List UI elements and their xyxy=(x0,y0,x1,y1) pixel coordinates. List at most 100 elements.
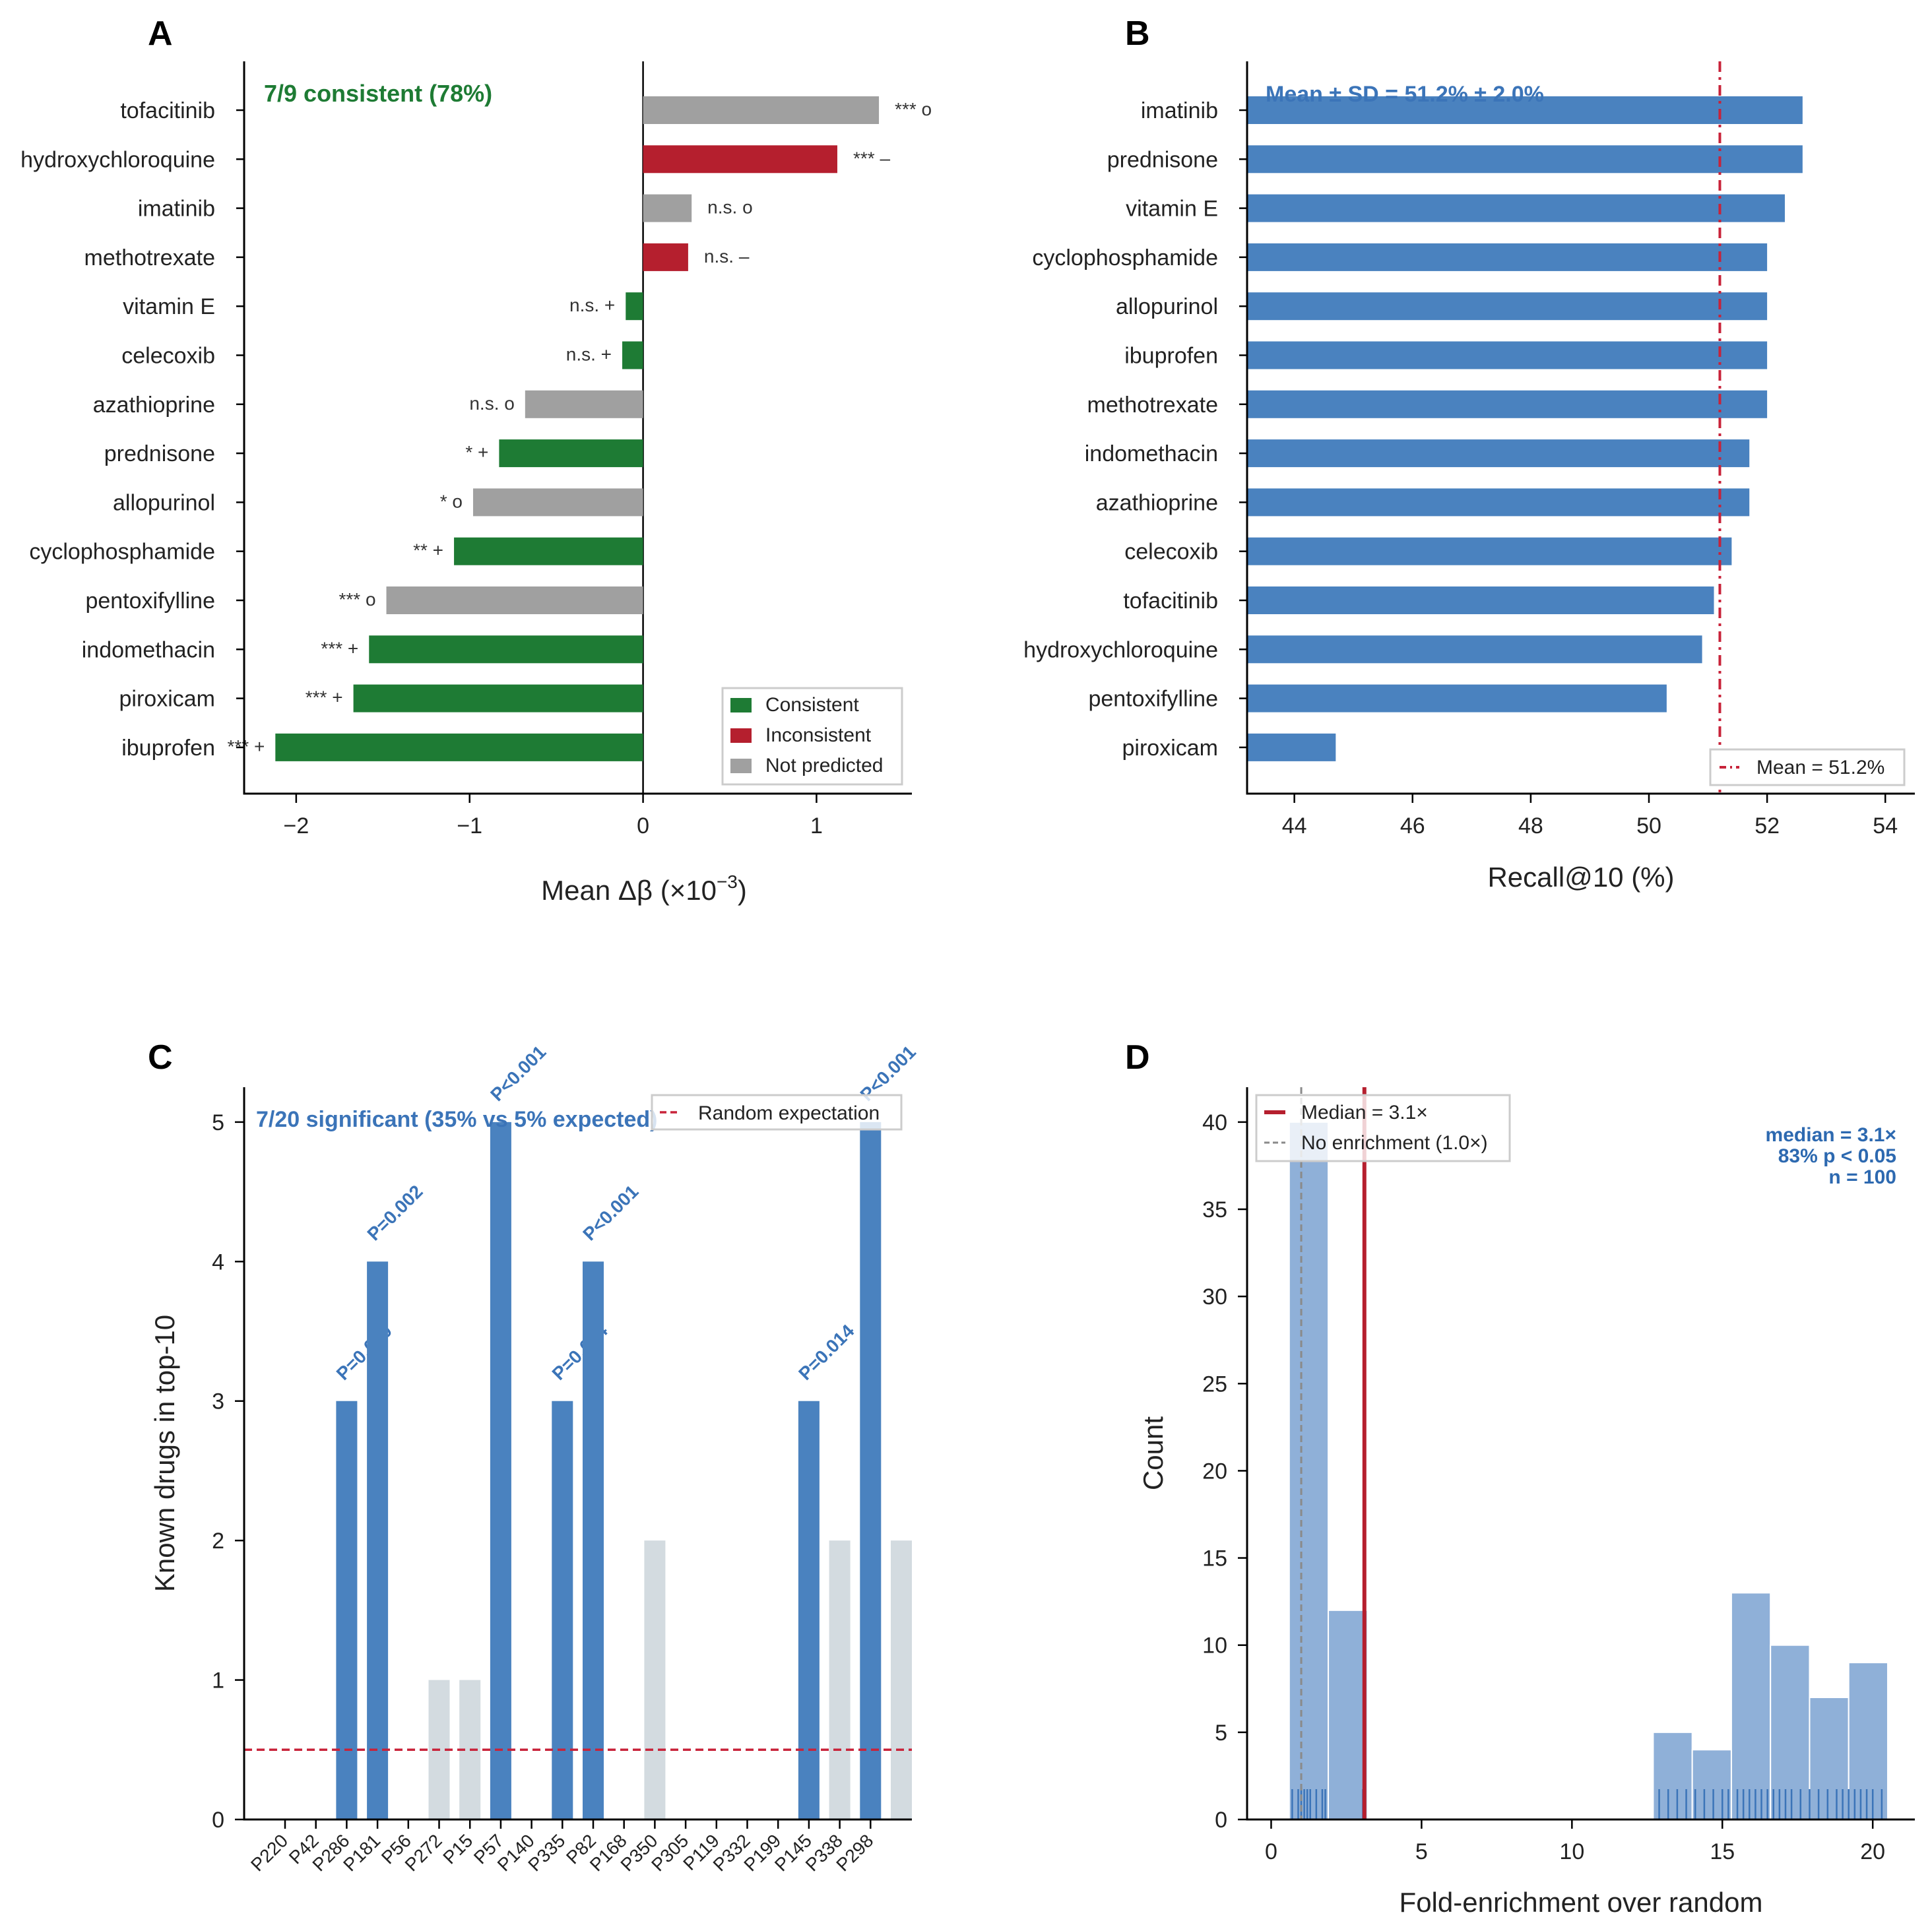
x-tick-label: 1 xyxy=(810,813,823,838)
x-tick-label: 46 xyxy=(1400,813,1425,838)
bar xyxy=(367,1261,389,1819)
bar-label: ** + xyxy=(413,540,443,561)
bar-hydroxychloroquine xyxy=(1247,635,1702,664)
legend-label: Random expectation xyxy=(698,1102,880,1124)
panel-label: D xyxy=(1125,1038,1150,1077)
legend-label: Median = 3.1× xyxy=(1301,1102,1428,1123)
mean-sd-annotation: Mean ± SD = 51.2% ± 2.0% xyxy=(1266,82,1544,107)
y-tick-label: 4 xyxy=(212,1249,224,1275)
y-tick-label: hydroxychloroquine xyxy=(1023,637,1218,662)
p-value-label: P=0.014 xyxy=(794,1320,858,1384)
legend-swatch xyxy=(730,728,752,743)
x-tick-label: 5 xyxy=(1415,1839,1428,1864)
y-tick-label: indomethacin xyxy=(82,637,215,662)
x-tick-label: −1 xyxy=(457,813,482,838)
bar xyxy=(336,1401,358,1819)
bar-imatinib xyxy=(1247,96,1803,124)
x-tick-label: 10 xyxy=(1559,1839,1584,1864)
bar-label: *** – xyxy=(853,148,890,168)
panel-d: D 0 5 10 15 20 0 5 10 15 20 25 30 35 40 Fold-enrichment… xyxy=(1125,1038,1915,1918)
y-tick-label: azathioprine xyxy=(93,393,215,418)
bar-allopurinol xyxy=(1247,292,1768,321)
y-tick-label: 3 xyxy=(212,1389,224,1414)
histogram-bin xyxy=(1770,1644,1811,1821)
y-tick-label: 30 xyxy=(1202,1284,1227,1310)
y-tick-label: 2 xyxy=(212,1529,224,1554)
x-axis-label: Fold-enrichment over random xyxy=(1400,1887,1763,1918)
bar xyxy=(860,1122,882,1819)
y-tick-label: tofacitinib xyxy=(1123,588,1218,614)
p-value-label: P<0.001 xyxy=(486,1042,550,1105)
bar-label: n.s. o xyxy=(469,393,514,414)
bar-piroxicam xyxy=(1247,733,1336,761)
legend-box xyxy=(1709,748,1906,786)
y-tick-label: hydroxychloroquine xyxy=(20,147,215,172)
x-tick-label: 44 xyxy=(1282,813,1307,838)
bar-piroxicam xyxy=(353,684,643,712)
legend-box xyxy=(1255,1094,1511,1162)
x-tick-label: 0 xyxy=(1265,1839,1277,1864)
y-tick-label: pentoxifylline xyxy=(1088,687,1218,712)
bar xyxy=(583,1261,604,1819)
bar-azathioprine xyxy=(1247,488,1750,517)
bar-indomethacin xyxy=(369,635,643,664)
bar xyxy=(552,1401,573,1819)
legend-label: No enrichment (1.0×) xyxy=(1301,1132,1488,1154)
bar-celecoxib xyxy=(622,341,643,369)
y-tick-label: 0 xyxy=(1215,1808,1227,1833)
y-tick-label: 25 xyxy=(1202,1372,1227,1397)
panel-c: CP=0.020P=0.002P<0.001P=0.004P<0.001P=0.… xyxy=(148,1038,920,1875)
bar-allopurinol xyxy=(472,488,643,517)
bar-imatinib xyxy=(643,194,692,222)
y-tick-label: 5 xyxy=(1215,1721,1227,1746)
panel-label: B xyxy=(1125,15,1150,53)
y-tick-label: allopurinol xyxy=(113,490,215,515)
bar-ibuprofen xyxy=(275,733,643,761)
y-tick-label: pentoxifylline xyxy=(85,588,215,614)
legend-swatch xyxy=(730,698,752,712)
legend-label: Consistent xyxy=(765,694,859,716)
bar-vitamin-E xyxy=(626,292,643,321)
y-tick-label: 35 xyxy=(1202,1197,1227,1222)
y-tick-label: indomethacin xyxy=(1085,441,1218,466)
x-tick-label: 0 xyxy=(637,813,649,838)
y-tick-label: 10 xyxy=(1202,1633,1227,1659)
y-tick-label: azathioprine xyxy=(1096,490,1218,515)
y-axis-label: Known drugs in top-10 xyxy=(149,1315,180,1592)
bar-prednisone xyxy=(1247,145,1803,174)
bar xyxy=(490,1122,511,1819)
bar-vitamin-E xyxy=(1247,194,1785,222)
axes-frame xyxy=(1246,61,1915,795)
y-tick-label: prednisone xyxy=(1107,147,1218,172)
y-tick-label: tofacitinib xyxy=(120,98,215,123)
y-tick-label: celecoxib xyxy=(1124,540,1218,565)
bar-tofacitinib xyxy=(1247,586,1714,614)
histogram-bin xyxy=(1730,1592,1772,1820)
x-tick-label: 50 xyxy=(1636,813,1661,838)
bar-cyclophosphamide xyxy=(454,537,643,565)
legend-swatch xyxy=(730,759,752,773)
y-tick-label: 1 xyxy=(212,1668,224,1693)
y-tick-label: 20 xyxy=(1202,1459,1227,1484)
bar-ibuprofen xyxy=(1247,341,1768,369)
histogram-bin xyxy=(1691,1749,1732,1820)
y-tick-label: cyclophosphamide xyxy=(1032,245,1218,270)
bar-label: n.s. – xyxy=(704,246,750,267)
x-tick-label: 15 xyxy=(1710,1839,1735,1864)
x-tick-label: 20 xyxy=(1860,1839,1885,1864)
bar-cyclophosphamide xyxy=(1247,243,1768,271)
x-tick-label: P15 xyxy=(439,1830,476,1868)
bar-label: *** + xyxy=(306,687,343,708)
bar-label: *** + xyxy=(321,638,358,658)
bar-tofacitinib xyxy=(643,96,880,124)
bar-indomethacin xyxy=(1247,439,1750,468)
y-tick-label: piroxicam xyxy=(1122,736,1218,761)
legend-box xyxy=(651,1094,903,1131)
consistency-annotation: 7/9 consistent (78%) xyxy=(264,80,492,107)
histogram-bin xyxy=(1328,1609,1368,1821)
y-tick-label: 5 xyxy=(212,1110,224,1135)
bar xyxy=(644,1540,666,1819)
bar-azathioprine xyxy=(525,390,643,418)
